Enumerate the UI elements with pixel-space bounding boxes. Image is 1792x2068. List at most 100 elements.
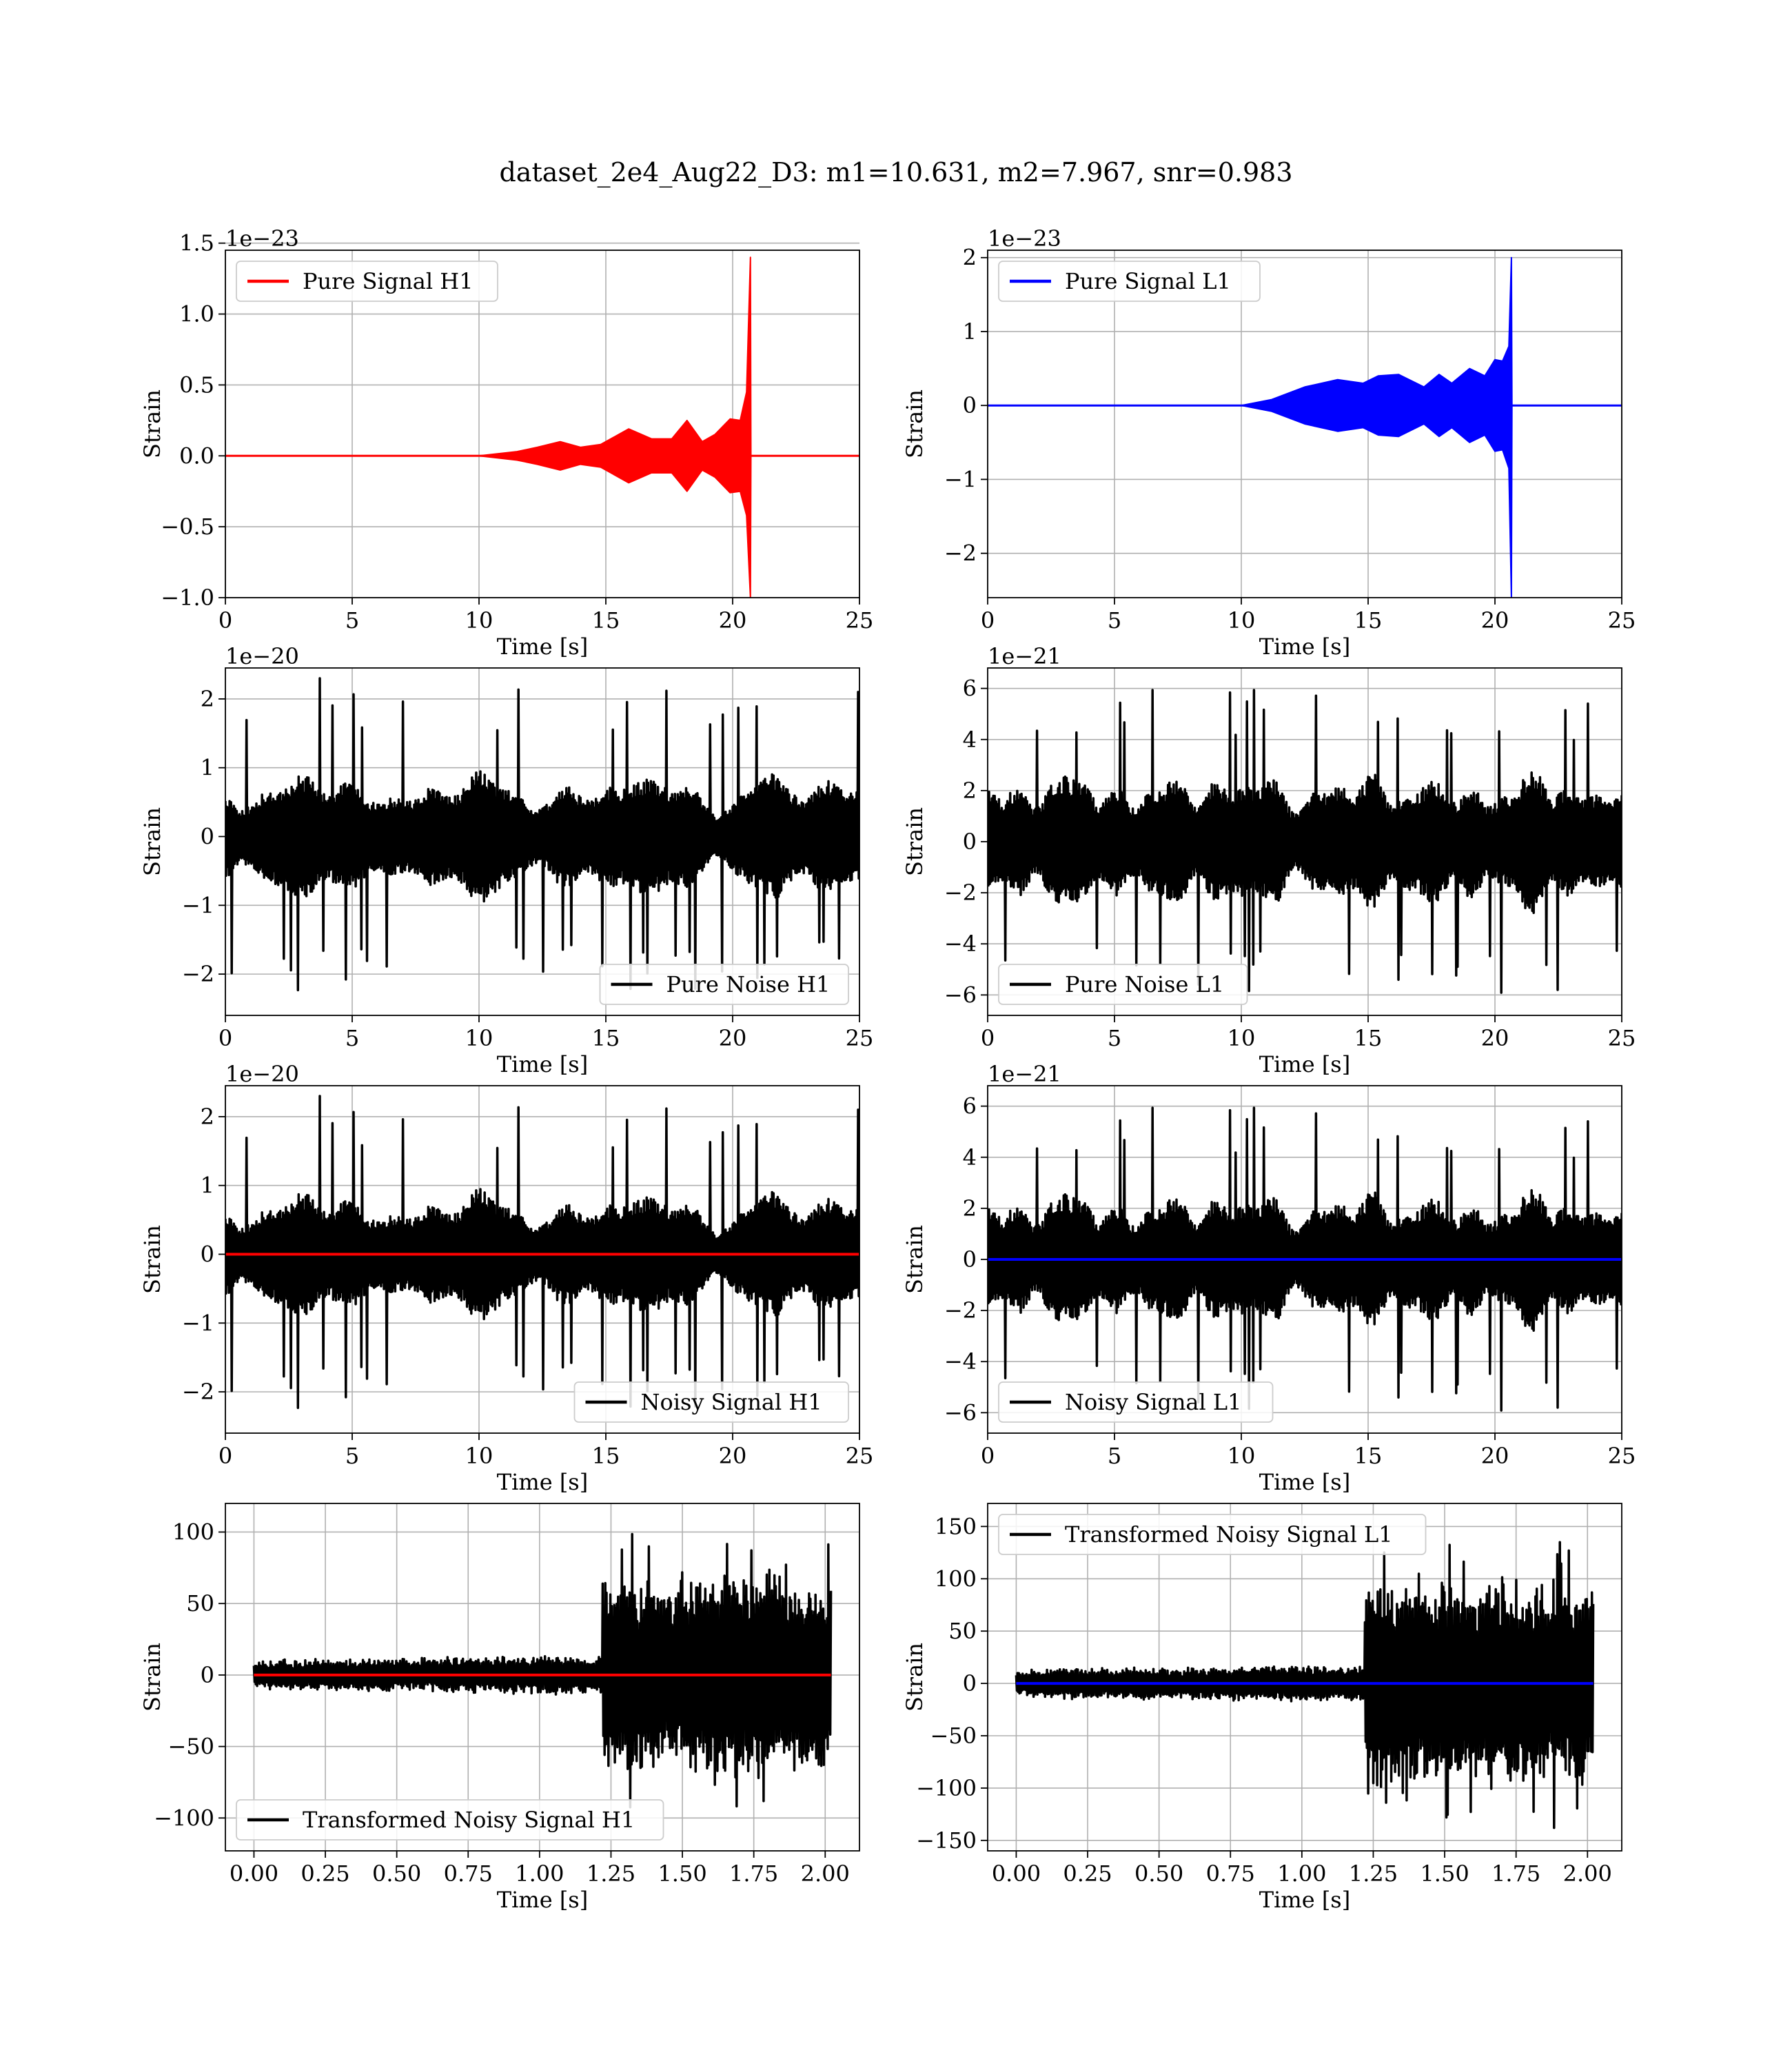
y-tick-label: −2 (944, 1297, 977, 1324)
chart-pure-noise-h1: 0 5 10 15 20 25 −2 −1 0 1 2 Time [s] Strain 1e−20 Pure… (139, 643, 873, 1077)
y-tick-label: 6 (963, 1093, 977, 1119)
x-tick-label: 5 (345, 607, 359, 633)
legend-box (236, 261, 498, 302)
x-tick-label: 1.75 (729, 1861, 778, 1887)
y-tick-label: 1 (201, 755, 214, 781)
series-noisy-signal-h1-0 (225, 1095, 859, 1410)
axis-offset-text: 1e−21 (988, 1061, 1061, 1087)
x-tick-label: 0.25 (1063, 1861, 1112, 1887)
y-tick-label: 100 (935, 1565, 977, 1592)
legend: Pure Signal H1 (236, 261, 498, 302)
y-tick-label: 2 (201, 1104, 214, 1130)
y-tick-label: 2 (201, 686, 214, 712)
plot-area (1015, 1541, 1595, 1829)
x-tick-label: 1.00 (515, 1861, 564, 1887)
chart-pure-signal-h1: 0 5 10 15 20 25 −1.0 −0.5 0.0 0.5 1.0 1.5 Time [s] St… (139, 225, 873, 660)
plot-area (225, 256, 859, 598)
x-tick-label: 5 (1108, 607, 1121, 633)
y-tick-label: 100 (172, 1519, 214, 1545)
y-tick-label: −100 (154, 1805, 214, 1831)
x-tick-label: 15 (592, 607, 620, 633)
y-tick-label: −2 (944, 880, 977, 906)
series-pure-noise-l1-0 (988, 689, 1622, 994)
x-tick-label: 25 (1608, 1443, 1636, 1469)
axes-frame (987, 250, 1622, 598)
series-pure-noise-h1-0 (225, 677, 859, 992)
figure-title: dataset_2e4_Aug22_D3: m1=10.631, m2=7.96… (499, 157, 1293, 187)
x-tick-label: 20 (719, 1443, 747, 1469)
y-tick-label: −1 (944, 466, 977, 492)
x-tick-label: 0 (218, 607, 232, 633)
y-tick-label: −150 (916, 1827, 977, 1854)
x-tick-label: 20 (1481, 607, 1509, 633)
legend: Transformed Noisy Signal H1 (236, 1799, 664, 1841)
legend-box (573, 1381, 849, 1423)
y-tick-label: −6 (944, 1399, 977, 1426)
legend: Noisy Signal H1 (573, 1381, 849, 1423)
y-tick-label: −2 (182, 961, 214, 987)
x-tick-label: 1.25 (587, 1861, 635, 1887)
y-axis-label: Strain (139, 807, 165, 876)
chart-pure-noise-l1: 0 5 10 15 20 25 −6 −4 −2 0 2 4 6 Time [s] Strain 1e−21 P… (902, 643, 1636, 1077)
x-tick-label: 25 (1608, 607, 1636, 633)
legend-label: Noisy Signal H1 (641, 1389, 822, 1415)
x-tick-label: 20 (719, 1025, 747, 1051)
series-transformed-noisy-signal-h1-0 (252, 1532, 833, 1809)
y-tick-label: 0 (963, 1670, 977, 1696)
y-tick-label: 0 (963, 1246, 977, 1273)
y-tick-label: −4 (944, 931, 977, 957)
legend: Transformed Noisy Signal L1 (998, 1514, 1427, 1555)
series-pure-signal-l1-0 (988, 256, 1622, 598)
x-tick-label: 20 (1481, 1025, 1509, 1051)
x-tick-label: 0.00 (230, 1861, 278, 1887)
plot-area (225, 1095, 859, 1410)
y-tick-label: −4 (944, 1348, 977, 1375)
x-tick-label: 1.75 (1491, 1861, 1540, 1887)
legend: Pure Noise H1 (599, 964, 849, 1005)
x-axis-label: Time [s] (1259, 1051, 1350, 1077)
series-transformed-noisy-signal-l1-0 (1015, 1541, 1595, 1829)
y-tick-label: −1.0 (161, 585, 214, 611)
x-tick-label: 5 (345, 1443, 359, 1469)
x-axis-label: Time [s] (1259, 633, 1350, 660)
x-tick-label: 5 (1108, 1443, 1121, 1469)
axis-offset-text: 1e−20 (225, 1061, 299, 1087)
y-tick-label: 0 (201, 1241, 214, 1268)
x-tick-label: 10 (465, 1443, 493, 1469)
x-tick-label: 2.00 (801, 1861, 850, 1887)
legend: Noisy Signal L1 (998, 1381, 1274, 1423)
legend: Pure Noise L1 (998, 964, 1248, 1005)
x-tick-label: 5 (345, 1025, 359, 1051)
plot-area (988, 256, 1622, 598)
x-tick-label: 10 (1228, 607, 1256, 633)
x-tick-label: 25 (846, 1025, 874, 1051)
x-axis-label: Time [s] (497, 1887, 588, 1913)
x-axis-label: Time [s] (1259, 1887, 1350, 1913)
x-axis-label: Time [s] (497, 633, 588, 660)
chart-noisy-signal-l1: 0 5 10 15 20 25 −6 −4 −2 0 2 4 6 Time [s] Strain 1e−21 N… (902, 1061, 1636, 1495)
y-tick-label: −50 (167, 1734, 214, 1760)
chart-transformed-noisy-signal-l1: 0.00 0.25 0.50 0.75 1.00 1.25 1.50 1.75 2.00 −150… (902, 1503, 1622, 1913)
y-tick-label: −100 (916, 1775, 977, 1801)
y-tick-label: 0 (963, 392, 977, 418)
legend-label: Noisy Signal L1 (1065, 1389, 1242, 1415)
axis-offset-text: 1e−21 (988, 643, 1061, 669)
x-tick-label: 1.50 (1420, 1861, 1469, 1887)
x-tick-label: 0.00 (992, 1861, 1041, 1887)
x-tick-label: 15 (592, 1443, 620, 1469)
x-tick-label: 10 (1228, 1025, 1256, 1051)
y-axis-label: Strain (139, 389, 165, 458)
legend-label: Pure Signal H1 (303, 268, 474, 294)
chart-pure-signal-l1: 0 5 10 15 20 25 −2 −1 0 1 2 Time [s] Strain 1e−23Pure… (902, 225, 1636, 660)
y-tick-label: −50 (930, 1723, 977, 1749)
x-tick-label: 0 (981, 1025, 995, 1051)
legend-box (236, 1799, 664, 1841)
legend-label: Transformed Noisy Signal H1 (303, 1807, 635, 1833)
y-tick-label: −0.5 (161, 514, 214, 540)
x-tick-label: 15 (592, 1025, 620, 1051)
axes-frame (225, 250, 860, 598)
axes-frame (225, 667, 860, 1016)
x-tick-label: 10 (465, 607, 493, 633)
legend-box (998, 964, 1248, 1005)
y-tick-label: 1 (201, 1173, 214, 1199)
